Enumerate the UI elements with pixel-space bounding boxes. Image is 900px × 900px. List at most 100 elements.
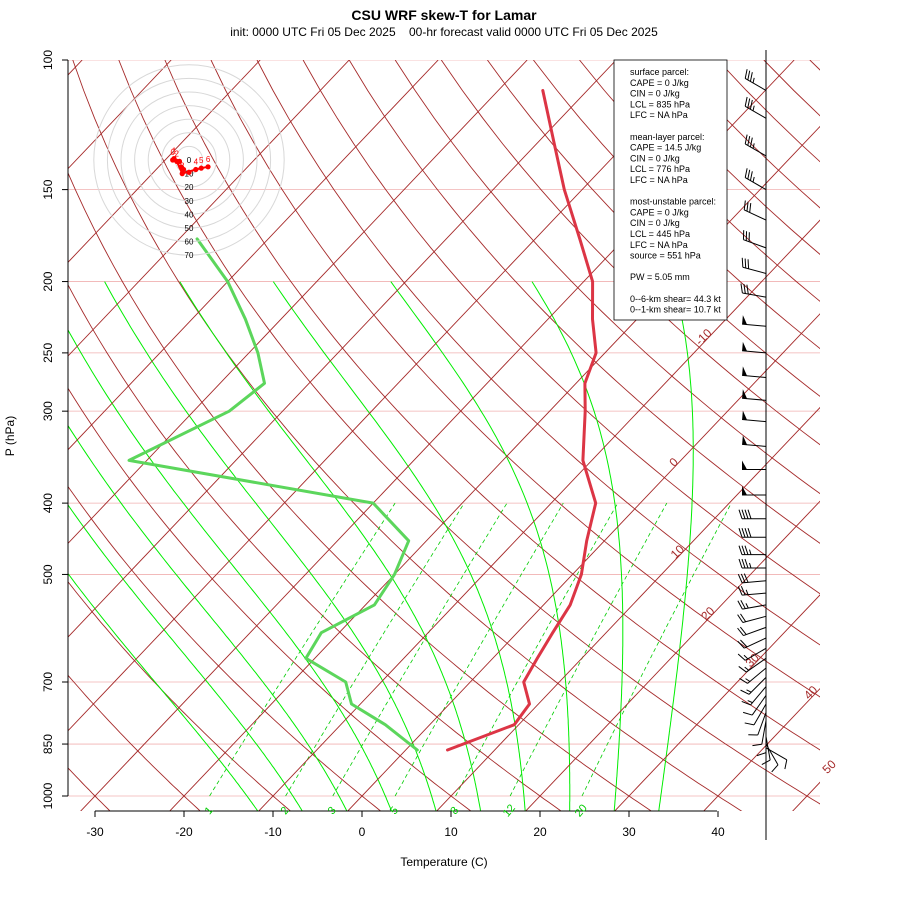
wind-barb — [742, 366, 767, 378]
wind-barb — [740, 677, 767, 695]
dry-adiabat — [210, 60, 820, 698]
hodograph-ring — [93, 64, 285, 256]
y-tick-label: 100 — [41, 50, 55, 70]
wind-barb — [742, 389, 767, 401]
dry-adiabat — [440, 60, 820, 446]
dry-adiabat — [68, 387, 472, 811]
skewed-gridline — [68, 60, 528, 544]
wind-barb — [740, 283, 767, 298]
dry-adiabat — [348, 60, 820, 544]
info-box-line: surface parcel: — [630, 67, 689, 77]
y-tick-label: 150 — [41, 179, 55, 199]
hodograph-ring-label: 70 — [185, 251, 194, 260]
isotherm-label: 40 — [801, 683, 821, 703]
hodograph-point — [205, 164, 211, 170]
wind-barb — [748, 712, 767, 736]
dry-adiabat — [302, 60, 820, 595]
x-tick-label: 10 — [444, 825, 458, 839]
hodograph-point-label: 1 — [172, 147, 177, 156]
wind-barb — [737, 573, 767, 584]
isotherm — [881, 60, 900, 812]
isotherm — [169, 125, 820, 811]
wind-barb — [742, 435, 767, 447]
moist-adiabat — [68, 572, 259, 811]
isotherm — [68, 60, 172, 170]
hodograph-point — [186, 169, 192, 175]
dry-adiabat — [763, 60, 820, 117]
grid-layer — [68, 60, 900, 812]
hodograph-ring — [134, 105, 244, 215]
mixing-ratio-lines — [209, 502, 732, 797]
mixing-ratio-label: 3 — [326, 805, 339, 817]
isotherm-label: 20 — [698, 604, 718, 624]
info-box-line: LFC = NA hPa — [630, 110, 688, 120]
wind-barb — [738, 657, 767, 673]
x-tick-label: -30 — [86, 825, 104, 839]
dry-adiabat — [72, 60, 743, 811]
isotherm — [614, 594, 820, 811]
wind-barb — [742, 315, 767, 327]
mixing-ratio-line — [332, 502, 508, 797]
wind-barb — [737, 599, 767, 610]
mixing-ratio-line — [509, 502, 668, 797]
skewed-gridline — [881, 60, 900, 812]
y-tick-label: 200 — [41, 271, 55, 291]
hodograph-ring-label: 20 — [185, 183, 194, 192]
wind-barb — [743, 200, 767, 221]
moist-adiabat — [68, 328, 392, 811]
isotherms — [68, 60, 900, 812]
y-axis-label: P (hPa) — [3, 416, 17, 456]
wind-barb — [741, 257, 767, 274]
wind-barb — [738, 545, 766, 556]
moist-adiabat — [179, 281, 482, 811]
dry-adiabat — [809, 60, 820, 71]
mixing-ratio-line — [394, 502, 564, 797]
info-box-line: 0--1-km shear= 10.7 kt — [630, 305, 721, 315]
wind-barb — [737, 637, 767, 649]
info-box-line: LCL = 835 hPa — [630, 99, 690, 109]
hodograph-point — [180, 166, 187, 173]
isotherm — [68, 60, 528, 545]
wind-barb — [738, 528, 766, 538]
wind-barb — [744, 168, 767, 191]
wind-barb — [765, 747, 788, 770]
wind-barb — [737, 613, 767, 624]
wind-barb — [752, 720, 767, 747]
hodograph-point — [179, 171, 185, 177]
y-tick-label: 500 — [41, 564, 55, 584]
x-tick-label: 20 — [533, 825, 547, 839]
isotherm — [703, 687, 820, 811]
info-box-line: CIN = 0 J/kg — [630, 218, 680, 228]
skewed-gridline — [68, 60, 617, 638]
info-box-line: PW = 5.05 mm — [630, 272, 690, 282]
wind-barb — [742, 341, 767, 354]
moist-adiabat — [104, 281, 437, 811]
wind-barb — [742, 460, 766, 470]
moist-adiabat — [68, 504, 303, 811]
moist-adiabat — [658, 281, 694, 811]
info-box-line: most-unstable parcel: — [630, 197, 716, 207]
y-tick-label: 400 — [41, 493, 55, 513]
x-tick-label: 30 — [622, 825, 636, 839]
isotherm — [436, 406, 820, 811]
y-ticks: 100 150 200 250 300 400 500 700 850 1000 — [41, 50, 68, 809]
wind-barb — [742, 486, 766, 496]
mixing-ratio-line — [455, 502, 619, 797]
mixing-ratio-line — [285, 502, 465, 797]
hodograph-ring — [120, 91, 258, 229]
info-box-line: CAPE = 14.5 J/kg — [630, 143, 701, 153]
hodograph-ring — [161, 132, 217, 188]
dry-adiabat — [68, 171, 653, 811]
hodograph-ring-label: 40 — [185, 210, 194, 219]
dry-adiabat — [256, 60, 820, 646]
mixing-ratio-line — [581, 502, 732, 797]
mixing-ratio-label: 8 — [448, 805, 461, 817]
wind-barbs — [737, 50, 788, 840]
wind-barb — [741, 686, 767, 706]
sounding-series — [127, 89, 598, 752]
chart-title: CSU WRF skew-T for Lamar — [351, 7, 537, 23]
mixing-ratio-label: 20 — [573, 802, 590, 819]
skewed-gridline — [68, 60, 706, 732]
hodograph-point-label: 2 — [175, 149, 180, 158]
